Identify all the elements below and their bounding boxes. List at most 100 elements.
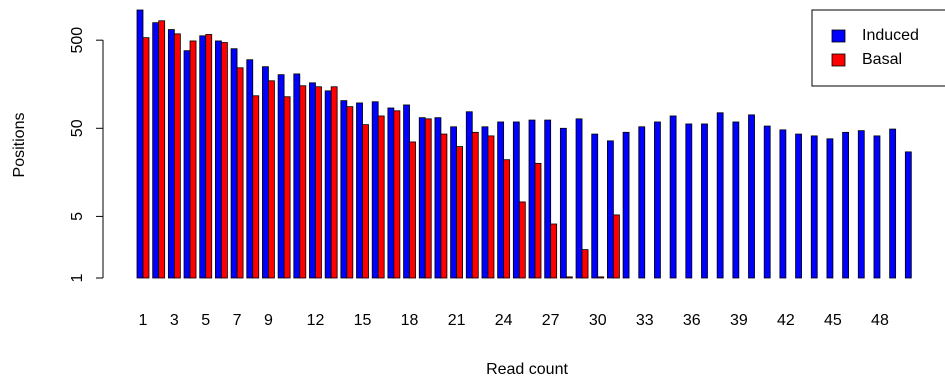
bar	[403, 104, 410, 279]
bar	[246, 59, 254, 279]
bar	[701, 123, 708, 279]
bar	[142, 37, 150, 279]
x-tick-label: 24	[495, 312, 513, 329]
bar	[199, 35, 207, 279]
legend-box	[811, 9, 945, 87]
bar	[356, 102, 363, 279]
bar	[534, 162, 542, 279]
bar	[497, 121, 505, 279]
bar	[268, 80, 275, 279]
bar	[283, 96, 291, 279]
bar	[591, 133, 599, 279]
bar	[293, 73, 301, 279]
bar	[607, 140, 614, 279]
x-tick-label: 15	[354, 312, 372, 329]
x-tick-label: 7	[233, 312, 242, 329]
legend-label: Induced	[862, 27, 919, 44]
bar	[857, 130, 865, 279]
bar	[779, 129, 787, 279]
bar	[826, 138, 834, 279]
x-tick-label: 12	[307, 312, 325, 329]
bar	[873, 135, 881, 279]
x-tick-label: 3	[170, 312, 179, 329]
bar	[810, 135, 818, 279]
bar	[324, 90, 332, 279]
y-tick-label: 1	[69, 273, 86, 282]
y-tick-label: 500	[69, 27, 86, 54]
bar	[487, 135, 495, 279]
bar	[456, 146, 464, 279]
bar	[230, 48, 238, 279]
bar	[330, 86, 338, 279]
bar	[440, 133, 448, 279]
bar	[889, 128, 897, 279]
bar	[565, 276, 573, 279]
x-tick-label: 39	[730, 312, 748, 329]
bar	[685, 123, 693, 279]
bar	[173, 33, 181, 279]
bar	[136, 9, 144, 279]
bar	[315, 86, 322, 279]
bar	[371, 101, 379, 279]
bar	[220, 42, 228, 279]
bar	[152, 22, 160, 279]
bar	[654, 121, 661, 279]
bar	[340, 100, 348, 279]
bar	[597, 276, 605, 279]
x-tick-label: 33	[636, 312, 654, 329]
bar	[465, 111, 473, 279]
bar	[544, 119, 552, 279]
bar	[189, 40, 197, 279]
x-tick-label: 36	[683, 312, 701, 329]
x-tick-label: 27	[542, 312, 560, 329]
bar	[581, 249, 589, 279]
bar	[393, 110, 401, 279]
x-tick-label: 42	[777, 312, 795, 329]
bar	[205, 34, 213, 279]
x-tick-label: 9	[264, 312, 273, 329]
bar	[424, 118, 432, 279]
bar	[214, 40, 222, 279]
y-tick-label: 50	[69, 119, 86, 137]
bar	[559, 127, 567, 279]
bar	[450, 126, 458, 279]
legend-swatch	[831, 53, 846, 67]
bar	[481, 126, 489, 279]
x-tick-label: 1	[139, 312, 148, 329]
bar	[252, 95, 260, 279]
bar	[528, 119, 536, 279]
x-tick-label: 18	[401, 312, 419, 329]
bar	[409, 141, 416, 279]
bar	[387, 107, 395, 279]
bar	[622, 131, 630, 279]
legend-label: Basal	[862, 51, 902, 68]
bar	[277, 74, 285, 279]
x-tick-label: 5	[201, 312, 210, 329]
bar	[299, 85, 307, 279]
legend-swatch	[831, 29, 846, 43]
bar	[795, 133, 802, 279]
bar	[471, 131, 479, 279]
bar	[732, 121, 740, 279]
bar	[575, 118, 583, 279]
bar	[669, 115, 677, 279]
bar	[763, 125, 771, 279]
bar	[716, 112, 724, 279]
bar	[158, 20, 166, 279]
x-tick-label: 30	[589, 312, 607, 329]
x-tick-label: 48	[871, 312, 889, 329]
bar	[503, 159, 511, 279]
bar	[346, 106, 354, 279]
bar	[434, 117, 442, 279]
bar	[309, 82, 316, 279]
x-tick-label: 21	[448, 312, 466, 329]
bar	[418, 117, 426, 279]
bar	[512, 121, 520, 279]
bar	[748, 114, 755, 279]
bar	[362, 124, 369, 279]
x-axis-label: Read count	[486, 361, 568, 378]
bar	[518, 201, 526, 279]
bar	[262, 66, 269, 279]
bar	[842, 131, 849, 279]
